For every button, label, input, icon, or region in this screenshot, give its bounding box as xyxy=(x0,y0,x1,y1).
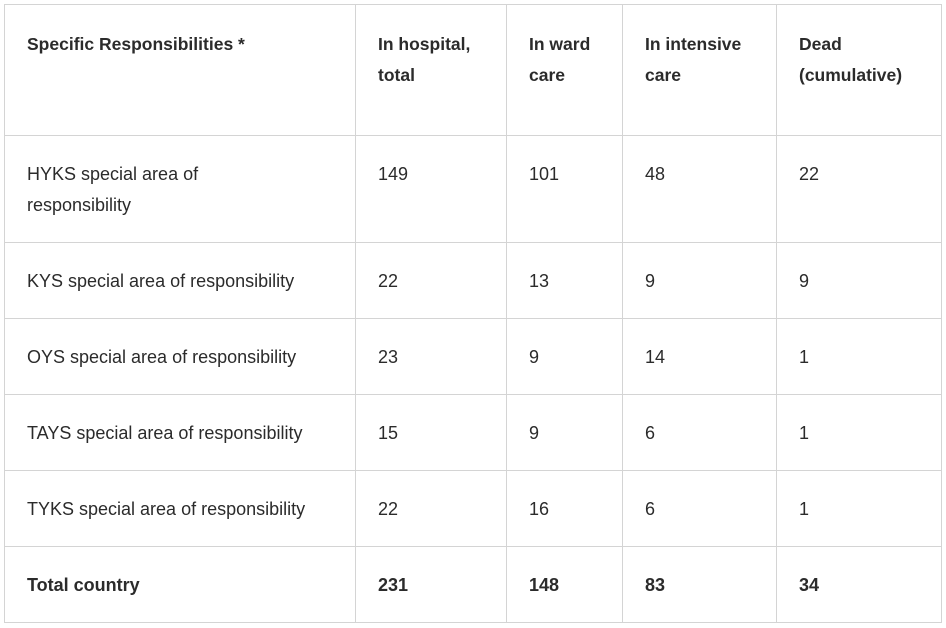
data-table: Specific Responsibilities * In hospital, … xyxy=(4,4,942,623)
cell: 22 xyxy=(776,135,942,243)
header-cell: In hospital, total xyxy=(355,4,507,136)
cell: 13 xyxy=(506,242,623,319)
cell: 9 xyxy=(506,318,623,395)
cell: 9 xyxy=(506,394,623,471)
row-label: Total country xyxy=(4,546,356,623)
cell: 149 xyxy=(355,135,507,243)
cell: 23 xyxy=(355,318,507,395)
table-row: KYS special area of responsibility 22 13 9 9 xyxy=(4,242,942,319)
row-label: KYS special area of responsibility xyxy=(4,242,356,319)
cell: 1 xyxy=(776,394,942,471)
cell: 83 xyxy=(622,546,777,623)
total-row: Total country 231 148 83 34 xyxy=(4,546,942,623)
cell: 48 xyxy=(622,135,777,243)
header-cell: In intensive care xyxy=(622,4,777,136)
table-row: TYKS special area of responsibility 22 16 6… xyxy=(4,470,942,547)
row-label: HYKS special area of responsibility xyxy=(4,135,356,243)
header-cell: Specific Responsibilities * xyxy=(4,4,356,136)
row-label: OYS special area of responsibility xyxy=(4,318,356,395)
table-row: HYKS special area of responsibility 149 10… xyxy=(4,135,942,243)
cell: 101 xyxy=(506,135,623,243)
row-label: TYKS special area of responsibility xyxy=(4,470,356,547)
cell-text: HYKS special area of responsibility xyxy=(27,164,199,215)
cell: 231 xyxy=(355,546,507,623)
row-label: TAYS special area of responsibility xyxy=(4,394,356,471)
header-cell: Dead (cumulative) xyxy=(776,4,942,136)
table-row: TAYS special area of responsibility 15 9 6 1 xyxy=(4,394,942,471)
cell: 148 xyxy=(506,546,623,623)
cell: 14 xyxy=(622,318,777,395)
cell: 1 xyxy=(776,470,942,547)
cell: 34 xyxy=(776,546,942,623)
cell: 16 xyxy=(506,470,623,547)
cell: 22 xyxy=(355,470,507,547)
header-cell: In ward care xyxy=(506,4,623,136)
cell: 15 xyxy=(355,394,507,471)
cell: 1 xyxy=(776,318,942,395)
cell: 9 xyxy=(776,242,942,319)
cell: 22 xyxy=(355,242,507,319)
cell: 6 xyxy=(622,470,777,547)
cell: 6 xyxy=(622,394,777,471)
table-row: OYS special area of responsibility 23 9 14 1 xyxy=(4,318,942,395)
cell: 9 xyxy=(622,242,777,319)
header-row: Specific Responsibilities * In hospital, … xyxy=(4,4,942,136)
table-body: HYKS special area of responsibility 149 10… xyxy=(4,135,942,623)
